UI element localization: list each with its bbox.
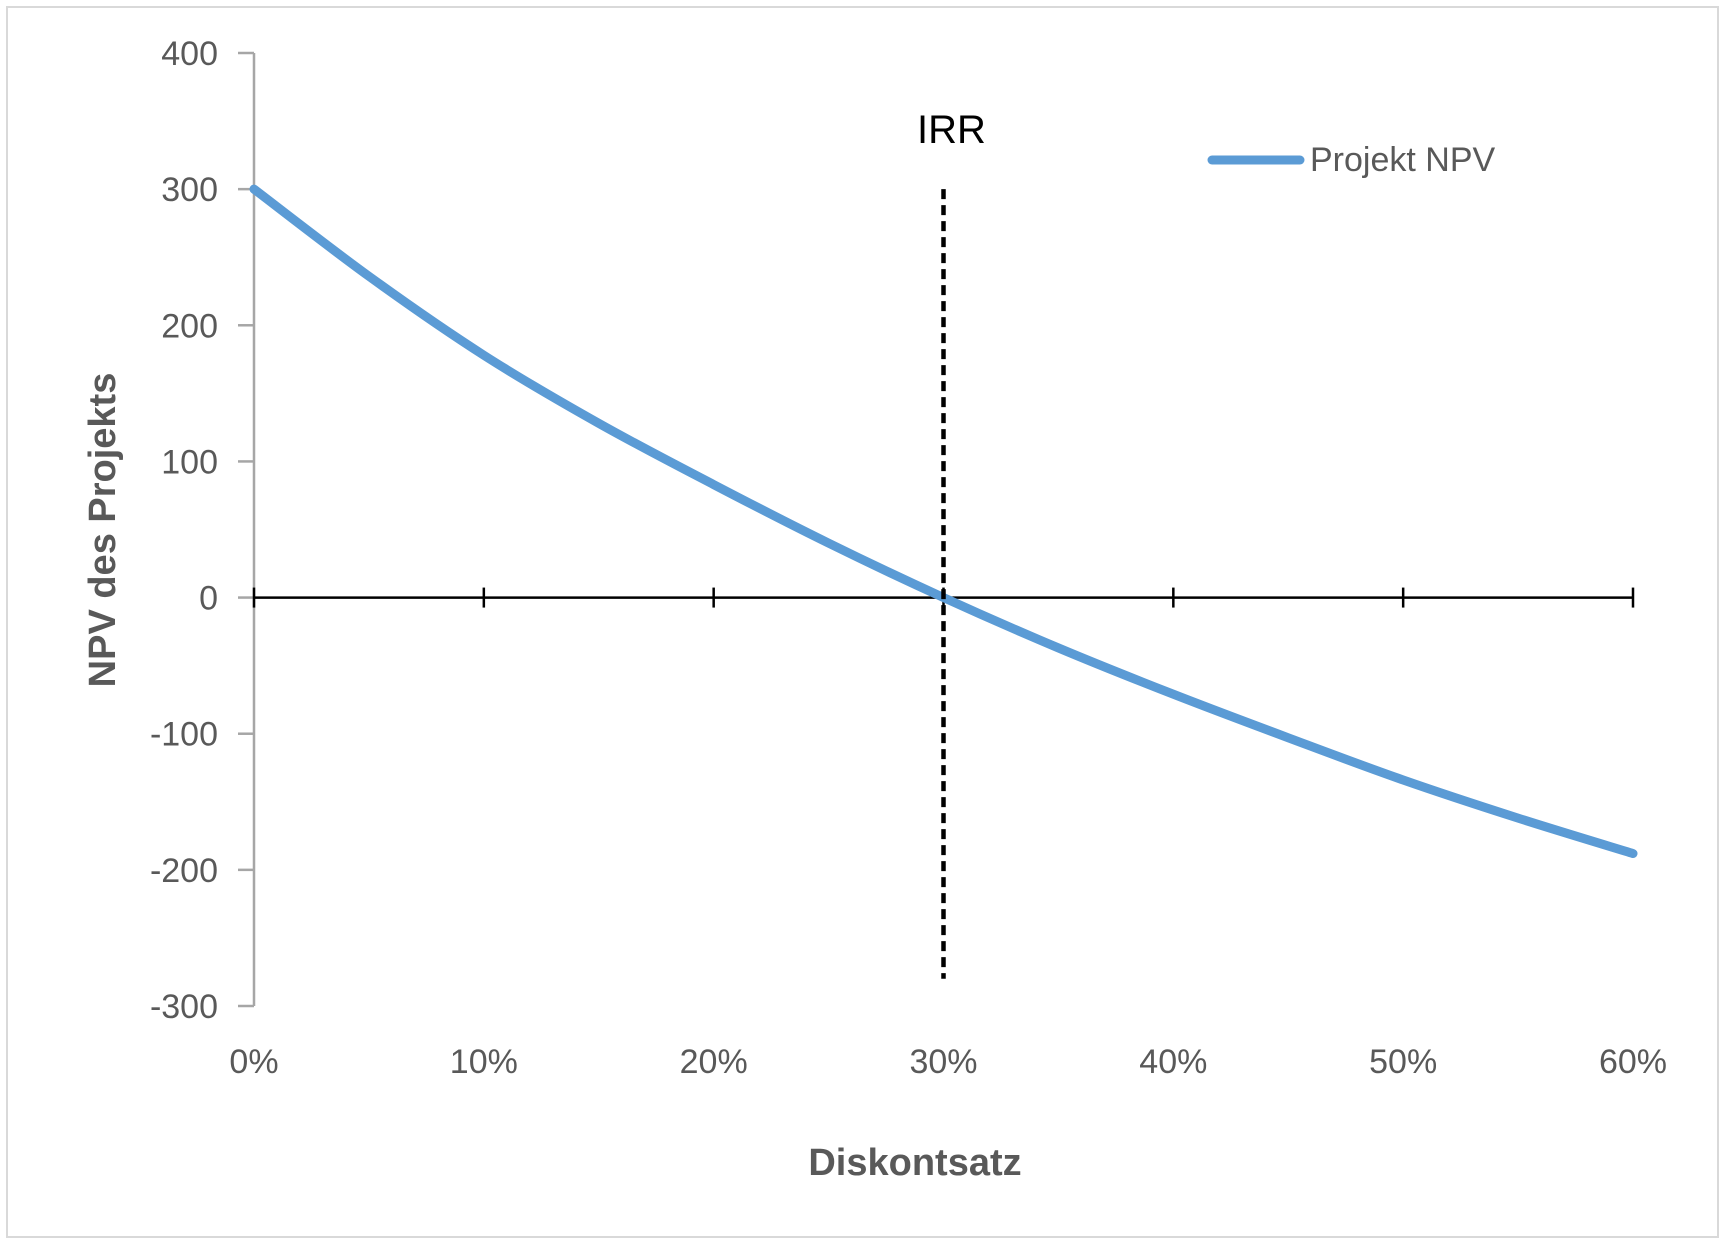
x-tick-label: 20% [680, 1043, 748, 1081]
x-tick-label: 50% [1369, 1043, 1437, 1081]
y-tick-label: 400 [161, 35, 218, 73]
y-tick-label: -200 [150, 852, 218, 890]
x-axis-title: Diskontsatz [808, 1142, 1021, 1184]
y-tick-label: -100 [150, 716, 218, 754]
y-tick-label: 300 [161, 171, 218, 209]
irr-label: IRR [917, 108, 986, 152]
chart-frame [6, 6, 1719, 1238]
x-tick-label: 60% [1599, 1043, 1667, 1081]
y-tick-label: 200 [161, 307, 218, 345]
x-tick-label: 10% [450, 1043, 518, 1081]
x-tick-label: 40% [1139, 1043, 1207, 1081]
x-tick-label: 30% [909, 1043, 977, 1081]
y-tick-label: 0 [199, 580, 218, 618]
irr-reference: IRR [917, 108, 986, 979]
legend: Projekt NPV [1207, 141, 1495, 179]
y-tick-label: 100 [161, 443, 218, 481]
x-tick-label: 0% [229, 1043, 278, 1081]
y-axis-title: NPV des Projekts [82, 373, 124, 688]
y-tick-label: -300 [150, 988, 218, 1026]
legend-label: Projekt NPV [1310, 141, 1495, 179]
y-axis: 400 300 200 100 0 -100 -200 -300 [150, 35, 256, 1026]
x-axis: 0% 10% 20% 30% 40% 50% 60% [229, 587, 1667, 1081]
